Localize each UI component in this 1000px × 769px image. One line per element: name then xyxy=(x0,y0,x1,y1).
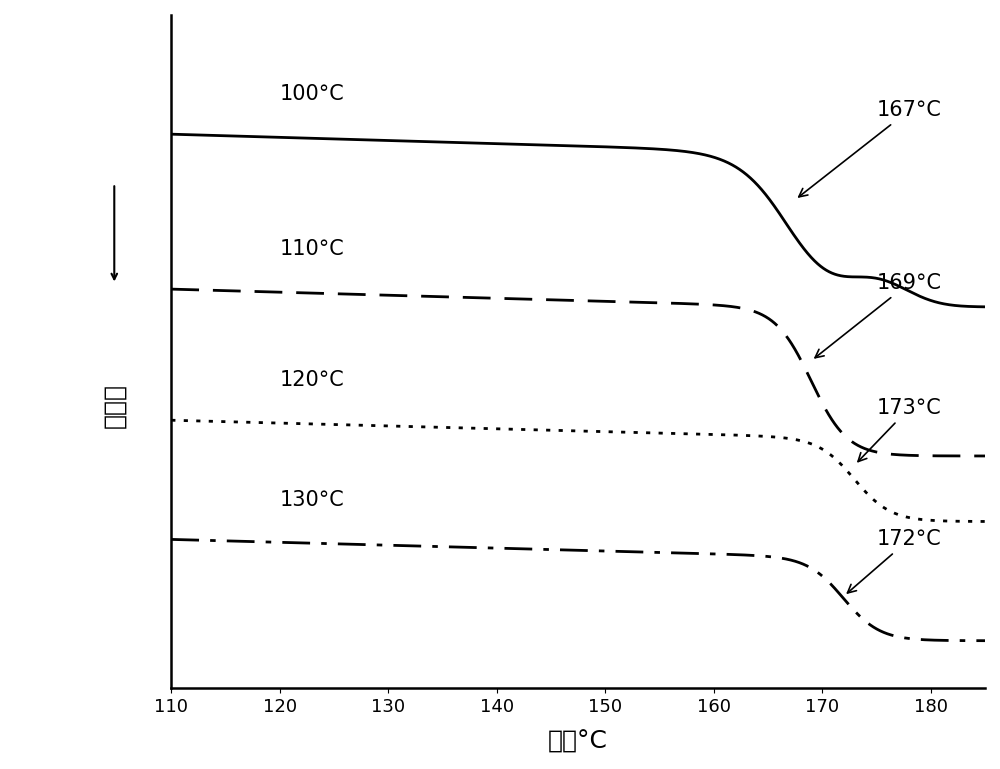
Text: 120°C: 120°C xyxy=(280,371,345,391)
Text: 110°C: 110°C xyxy=(280,239,345,259)
Text: 100°C: 100°C xyxy=(280,85,345,105)
Text: 169°C: 169°C xyxy=(815,273,942,358)
Text: 热流率: 热流率 xyxy=(102,383,126,428)
Text: 173°C: 173°C xyxy=(858,398,942,461)
Text: 130°C: 130°C xyxy=(280,490,345,510)
Text: 172°C: 172°C xyxy=(847,529,942,593)
Text: 167°C: 167°C xyxy=(799,100,942,197)
X-axis label: 温度°C: 温度°C xyxy=(548,730,608,754)
